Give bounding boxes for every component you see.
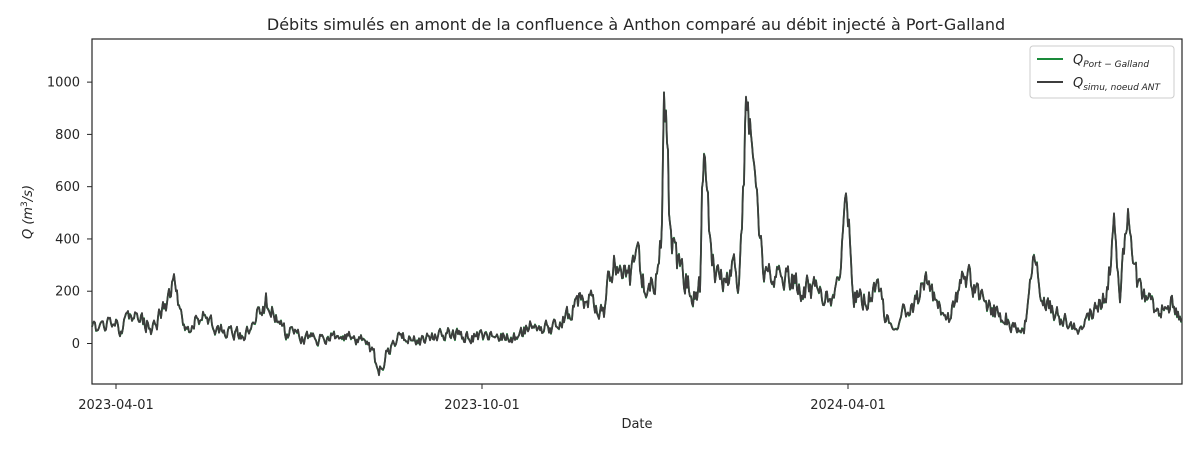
y-tick-label: 200: [55, 285, 80, 300]
legend-label-port-galland: QPort − Galland: [1073, 53, 1149, 70]
x-tick-label: 2024-04-01: [810, 398, 886, 413]
y-axis-ticks: 0 200 400 600 800 1000: [47, 76, 92, 352]
y-axis-label-sup: 3: [20, 201, 30, 207]
plot-area: [91, 38, 1183, 385]
legend-label-port-galland-main: Q: [1073, 53, 1083, 68]
x-axis-ticks: 2023-04-01 2023-10-01 2024-04-01: [78, 384, 886, 413]
x-tick-label: 2023-04-01: [78, 398, 154, 413]
y-tick-label: 800: [55, 128, 80, 143]
y-tick-label: 400: [55, 232, 80, 247]
legend-label-simu-noeud-ant-main: Q: [1073, 76, 1083, 91]
legend-label-simu-noeud-ant: Qsimu, noeud ANT: [1073, 76, 1162, 93]
y-tick-label: 0: [72, 337, 80, 352]
x-axis-label: Date: [621, 417, 652, 432]
chart-legend: QPort − Galland Qsimu, noeud ANT: [1029, 45, 1175, 99]
chart-title: Débits simulés en amont de la confluence…: [267, 15, 1005, 34]
series-line-simu-noeud-ant: [91, 91, 1183, 377]
x-tick-label: 2023-10-01: [444, 398, 520, 413]
legend-box: [1029, 45, 1175, 99]
legend-label-simu-noeud-ant-sub: simu, noeud ANT: [1083, 83, 1161, 93]
y-tick-label: 1000: [47, 76, 80, 91]
y-axis-label-main: Q (m: [21, 207, 36, 239]
y-tick-label: 600: [55, 180, 80, 195]
plot-frame: [91, 38, 1183, 385]
y-axis-label: Q (m3/s): [20, 185, 36, 239]
y-axis-label-tail: /s): [21, 185, 36, 202]
series-layer: [91, 91, 1183, 377]
legend-label-port-galland-sub: Port − Galland: [1083, 60, 1149, 70]
